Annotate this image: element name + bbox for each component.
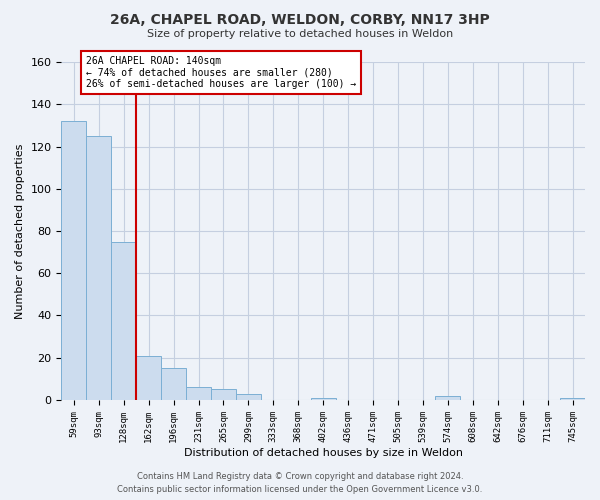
Bar	[86, 136, 111, 400]
Bar	[161, 368, 186, 400]
Bar	[61, 121, 86, 400]
Bar	[111, 242, 136, 400]
Bar	[236, 394, 261, 400]
Bar	[311, 398, 335, 400]
Bar	[436, 396, 460, 400]
X-axis label: Distribution of detached houses by size in Weldon: Distribution of detached houses by size …	[184, 448, 463, 458]
Bar	[560, 398, 585, 400]
Text: 26A CHAPEL ROAD: 140sqm
← 74% of detached houses are smaller (280)
26% of semi-d: 26A CHAPEL ROAD: 140sqm ← 74% of detache…	[86, 56, 356, 89]
Bar	[136, 356, 161, 400]
Bar	[211, 390, 236, 400]
Text: Contains HM Land Registry data © Crown copyright and database right 2024.
Contai: Contains HM Land Registry data © Crown c…	[118, 472, 482, 494]
Bar	[186, 388, 211, 400]
Text: Size of property relative to detached houses in Weldon: Size of property relative to detached ho…	[147, 29, 453, 39]
Y-axis label: Number of detached properties: Number of detached properties	[15, 144, 25, 318]
Text: 26A, CHAPEL ROAD, WELDON, CORBY, NN17 3HP: 26A, CHAPEL ROAD, WELDON, CORBY, NN17 3H…	[110, 12, 490, 26]
